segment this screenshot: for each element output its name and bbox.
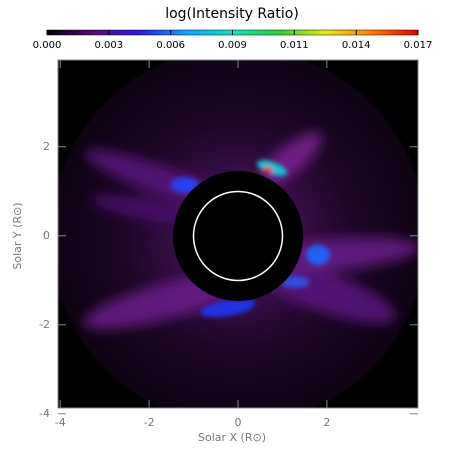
coronagraph-image	[58, 60, 418, 408]
x-tick-label: 0	[235, 416, 242, 429]
colorbar-tick-label: 0.011	[280, 40, 309, 51]
colorbar-tick-label: 0.006	[156, 40, 185, 51]
x-tick-label: 2	[323, 416, 330, 429]
colorbar-tick-label: 0.017	[404, 40, 433, 51]
y-tick-label: 0	[43, 229, 50, 242]
colorbar-tick-label: 0.009	[218, 40, 247, 51]
colorbar-tick-label: 0.014	[342, 40, 371, 51]
x-axis-label: Solar X (R⊙)	[198, 431, 266, 444]
y-tick-label: -4	[39, 407, 50, 420]
x-tick-label: -4	[55, 416, 66, 429]
y-tick-label: 2	[43, 140, 50, 153]
colorbar-tick-label: 0.003	[94, 40, 123, 51]
y-axis-label: Solar Y (R⊙)	[11, 202, 24, 269]
x-tick-label: -2	[144, 416, 155, 429]
chart-title: log(Intensity Ratio)	[165, 6, 299, 22]
y-tick-label: -2	[39, 318, 50, 331]
colorbar-tick-label: 0.000	[33, 40, 62, 51]
